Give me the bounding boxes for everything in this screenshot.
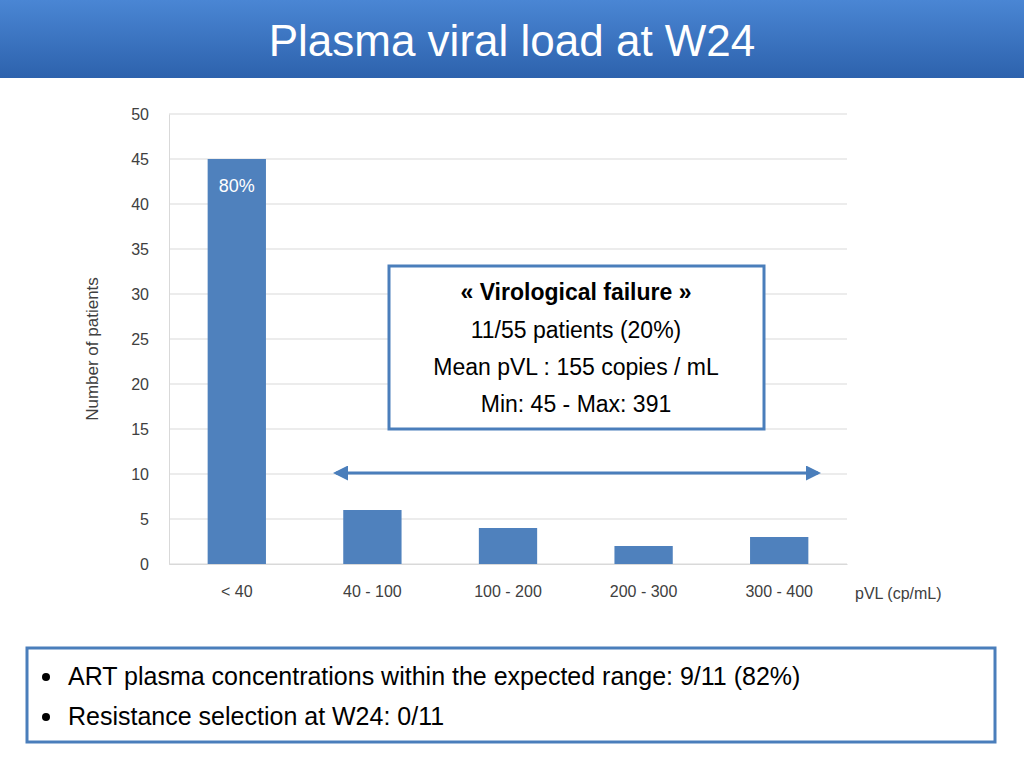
notes-box bbox=[27, 648, 995, 742]
y-tick-label: 10 bbox=[131, 466, 149, 483]
y-tick: 35 bbox=[131, 241, 169, 258]
y-tick-label: 35 bbox=[131, 241, 149, 258]
y-tick-label: 25 bbox=[131, 331, 149, 348]
title-banner bbox=[0, 0, 1024, 78]
bar bbox=[343, 510, 401, 564]
y-tick: 5 bbox=[140, 511, 169, 528]
bar bbox=[750, 537, 808, 564]
y-tick-label: 15 bbox=[131, 421, 149, 438]
callout-title: « Virological failure » bbox=[461, 279, 692, 305]
title: Plasma viral load at W24 bbox=[269, 16, 756, 65]
y-tick: 15 bbox=[131, 421, 169, 438]
x-axis-line bbox=[170, 564, 848, 565]
y-tick-label: 45 bbox=[131, 151, 149, 168]
y-tick: 50 bbox=[131, 106, 169, 123]
grid-line bbox=[169, 204, 847, 205]
y-tick: 25 bbox=[131, 331, 169, 348]
bars bbox=[208, 159, 809, 564]
x-tick-label: 100 - 200 bbox=[474, 583, 542, 600]
bar bbox=[479, 528, 537, 564]
bullet bbox=[42, 673, 50, 681]
y-axis: 0 5 10 15 20 25 30 35 40 45 50 bbox=[131, 106, 169, 573]
y-tick-label: 50 bbox=[131, 106, 149, 123]
y-tick-label: 40 bbox=[131, 196, 149, 213]
x-tick-label: < 40 bbox=[221, 583, 253, 600]
grid-line bbox=[169, 519, 847, 520]
y-axis-line bbox=[169, 115, 170, 565]
bar-annotation: 80% bbox=[219, 176, 255, 196]
x-tick: < 40 bbox=[221, 564, 253, 600]
y-tick-label: 30 bbox=[131, 286, 149, 303]
grid-line bbox=[169, 249, 847, 250]
y-tick: 30 bbox=[131, 286, 169, 303]
grid bbox=[169, 114, 847, 564]
x-tick: 100 - 200 bbox=[474, 564, 542, 600]
y-tick-label: 5 bbox=[140, 511, 149, 528]
x-axis: < 40 40 - 100 100 - 200 200 - 300 300 - 400 bbox=[170, 564, 848, 600]
y-tick: 10 bbox=[131, 466, 169, 483]
note: Resistance selection at W24: 0/11 bbox=[68, 702, 444, 730]
chart: Plasma viral load at W24 0 5 10 15 20 25 30 35 40… bbox=[0, 0, 1024, 768]
y-tick: 45 bbox=[131, 151, 169, 168]
y-tick-label: 20 bbox=[131, 376, 149, 393]
callout-line: Min: 45 - Max: 391 bbox=[481, 391, 671, 417]
x-tick: 200 - 300 bbox=[610, 564, 678, 600]
bar bbox=[614, 546, 672, 564]
y-tick-label: 0 bbox=[140, 556, 149, 573]
bullet bbox=[42, 713, 50, 721]
grid-line bbox=[169, 159, 847, 160]
grid-line bbox=[169, 114, 847, 115]
y-tick: 40 bbox=[131, 196, 169, 213]
y-axis-title: Number of patients bbox=[83, 277, 102, 421]
callout-line: 11/55 patients (20%) bbox=[471, 317, 682, 343]
callout-line: Mean pVL : 155 copies / mL bbox=[433, 354, 719, 380]
bar bbox=[208, 159, 266, 564]
grid-line bbox=[169, 474, 847, 475]
callout-box bbox=[389, 266, 764, 429]
x-tick-label: 200 - 300 bbox=[610, 583, 678, 600]
range-arrow bbox=[336, 472, 818, 475]
note: ART plasma concentrations within the exp… bbox=[68, 662, 800, 690]
x-axis-title: pVL (cp/mL) bbox=[855, 585, 942, 602]
x-tick: 300 - 400 bbox=[745, 564, 813, 600]
x-tick: 40 - 100 bbox=[343, 564, 402, 600]
y-tick: 20 bbox=[131, 376, 169, 393]
x-tick-label: 300 - 400 bbox=[745, 583, 813, 600]
x-tick-label: 40 - 100 bbox=[343, 583, 402, 600]
y-tick: 0 bbox=[140, 556, 169, 573]
